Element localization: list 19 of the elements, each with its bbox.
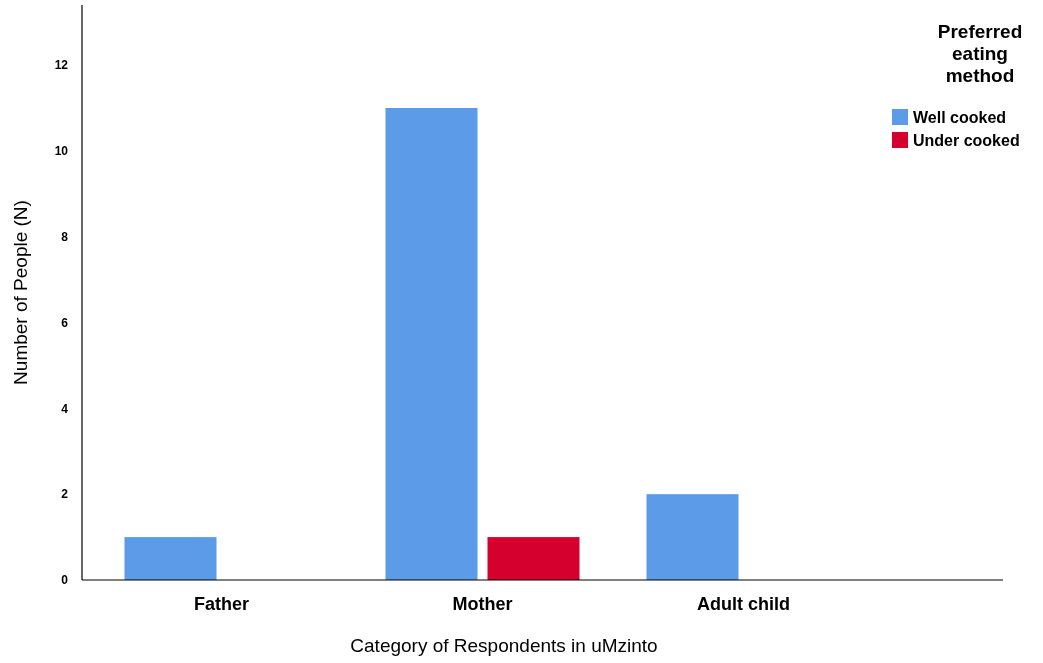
x-tick-label: Adult child <box>697 594 790 614</box>
y-tick-label: 4 <box>61 401 69 416</box>
y-tick-label: 6 <box>61 315 69 330</box>
y-tick-label: 2 <box>61 487 69 502</box>
bar <box>385 107 478 580</box>
bar <box>646 494 739 580</box>
bar <box>487 537 580 580</box>
legend-label: Well cooked <box>913 108 1007 126</box>
y-tick-label: 10 <box>54 144 69 159</box>
bar <box>124 537 217 580</box>
y-tick-label: 12 <box>54 58 69 73</box>
legend-title: Preferred eating method <box>937 21 1023 86</box>
x-tick-label: Mother <box>452 594 513 614</box>
y-tick-label: 0 <box>61 573 69 588</box>
y-tick-label: 8 <box>61 229 69 244</box>
y-axis-title: Number of People (N) <box>10 200 31 385</box>
legend-label: Under cooked <box>913 131 1020 149</box>
x-axis-title: Category of Respondents in uMzinto <box>350 635 658 656</box>
x-tick-label: Father <box>193 594 250 614</box>
